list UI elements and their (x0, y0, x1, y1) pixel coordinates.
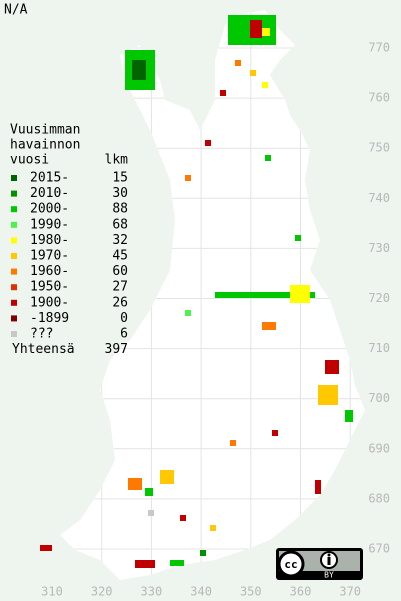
y-tick-label: 670 (368, 542, 390, 556)
x-tick-label: 350 (240, 585, 262, 599)
y-tick-label: 690 (368, 441, 390, 455)
legend-label: 2015- (30, 171, 69, 186)
y-tick-label: 700 (368, 391, 390, 405)
legend-label: 1950- (30, 280, 69, 295)
license-badge: cc BY (276, 548, 363, 580)
x-tick-label: 360 (290, 585, 312, 599)
legend-label: 1980- (30, 233, 69, 248)
legend-count: 26 (112, 295, 128, 310)
legend-label: -1899 (30, 311, 69, 326)
legend-swatch (11, 190, 17, 197)
legend: Vuusimman havainnon vuosi lkm 2015- 15 201… (10, 123, 128, 358)
legend-count: 15 (112, 171, 128, 186)
legend-count: 30 (112, 186, 128, 201)
observations (40, 15, 353, 568)
legend-swatch (11, 315, 17, 322)
legend-swatch (11, 175, 17, 181)
y-tick-label: 760 (368, 91, 390, 105)
legend-heading: havainnon (10, 138, 80, 153)
y-tick-label: 730 (368, 241, 390, 255)
legend-heading: Vuusimman (10, 123, 80, 138)
legend-count: 27 (112, 280, 128, 295)
y-tick-label: 770 (368, 41, 390, 55)
x-tick-label: 340 (190, 585, 212, 599)
y-tick-label: 750 (368, 141, 390, 155)
legend-count: 88 (112, 202, 128, 217)
legend-swatch (11, 299, 17, 306)
legend-count: 32 (112, 233, 128, 248)
x-tick-label: 320 (91, 585, 113, 599)
legend-count: 45 (112, 249, 128, 264)
legend-count: 68 (112, 217, 128, 232)
y-tick-label: 740 (368, 191, 390, 205)
legend-count-heading: lkm (105, 153, 129, 168)
y-tick-label: 680 (368, 491, 390, 505)
y-tick-label: 720 (368, 291, 390, 305)
legend-swatch (11, 221, 17, 228)
legend-label: 1990- (30, 217, 69, 232)
legend-swatch (11, 206, 17, 213)
legend-count: 6 (120, 327, 128, 342)
total-label: Yhteensä (12, 342, 75, 357)
legend-label: 1970- (30, 249, 69, 264)
map-title: N/A (4, 3, 28, 18)
legend-label: 1960- (30, 264, 69, 279)
legend-swatch (11, 237, 17, 244)
by-label: BY (324, 571, 334, 580)
legend-heading: vuosi (10, 153, 49, 168)
legend-count: 60 (112, 264, 128, 279)
legend-label: ??? (30, 327, 53, 342)
total-count: 397 (105, 342, 128, 357)
legend-swatch (11, 284, 17, 291)
legend-swatch (11, 253, 17, 259)
legend-label: 2010- (30, 186, 69, 201)
legend-swatch (11, 268, 17, 275)
legend-count: 0 (120, 311, 128, 326)
x-tick-label: 330 (141, 585, 163, 599)
x-tick-label: 310 (41, 585, 63, 599)
x-tick-label: 370 (339, 585, 361, 599)
legend-label: 1900- (30, 295, 69, 310)
y-tick-label: 710 (368, 341, 390, 355)
legend-label: 2000- (30, 202, 69, 217)
legend-swatch (11, 331, 17, 337)
cc-label: cc (284, 558, 297, 571)
